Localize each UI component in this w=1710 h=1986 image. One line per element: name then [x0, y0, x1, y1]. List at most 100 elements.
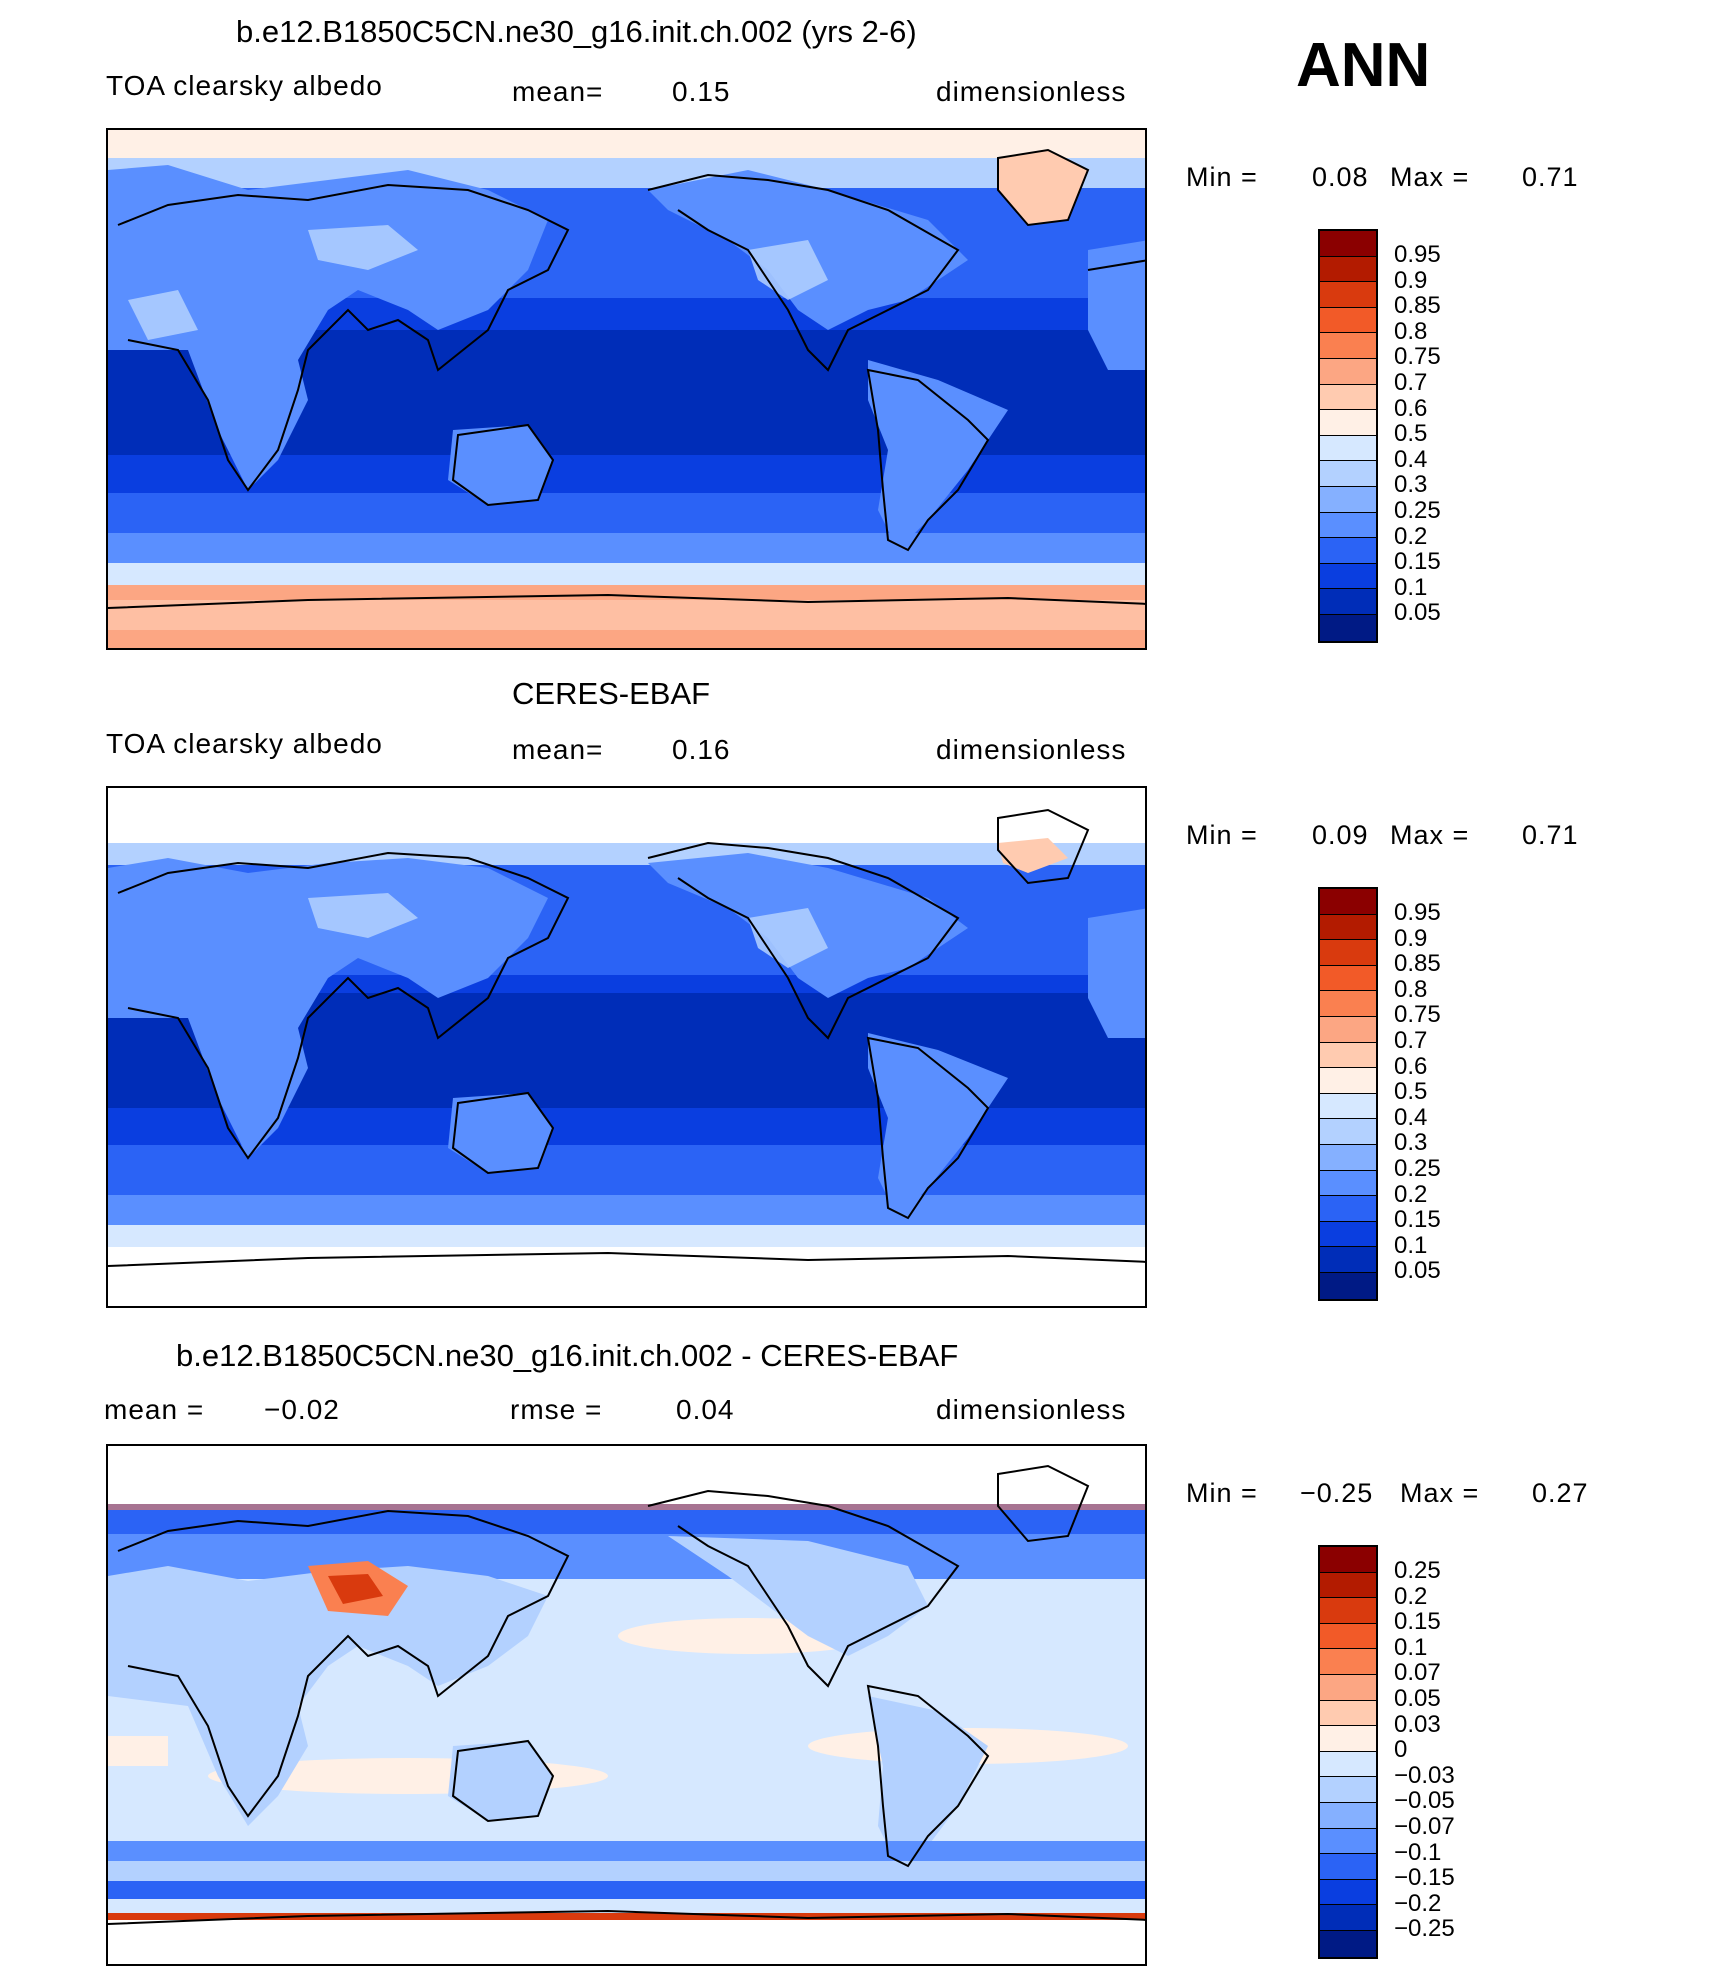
- panel3-mean-label: mean =: [104, 1394, 205, 1425]
- colorbar-swatch: [1320, 563, 1376, 590]
- colorbar-swatch: [1320, 1572, 1376, 1599]
- panel2-map: [106, 786, 1147, 1308]
- colorbar-swatch: [1320, 1828, 1376, 1855]
- colorbar-tick-label: 0.95: [1394, 241, 1441, 268]
- colorbar-swatch: [1320, 333, 1376, 359]
- panel2-mean-value: 0.16: [672, 734, 731, 765]
- panel2-map-svg: [108, 788, 1145, 1306]
- colorbar-swatch: [1320, 1751, 1376, 1778]
- colorbar-swatch: [1320, 1016, 1376, 1043]
- panel3-units: dimensionless: [936, 1394, 1127, 1425]
- colorbar-swatch: [1320, 486, 1376, 513]
- colorbar-swatch: [1320, 1623, 1376, 1650]
- panel2-max-value: 0.71: [1522, 820, 1579, 850]
- panel3-max-label: Max =: [1400, 1478, 1480, 1508]
- colorbar-tick-label: 0.8: [1394, 317, 1428, 345]
- colorbar-tick-label: −0.07: [1394, 1812, 1455, 1840]
- colorbar-tick-label: 0.1: [1394, 573, 1428, 601]
- panel1-min-value: 0.08: [1312, 162, 1369, 192]
- panel3-min-label: Min =: [1186, 1478, 1258, 1508]
- colorbar-swatch: [1320, 965, 1376, 992]
- colorbar-tick-label: 0.25: [1394, 1154, 1441, 1182]
- panel3-colorbar: [1318, 1545, 1378, 1959]
- panel1-colorbar-labels: 0.95 0.9 0.85 0.8 0.75 0.7 0.6 0.5 0.4 0.3 0.25 0.2…: [1394, 242, 1441, 626]
- colorbar-tick-label: 0.05: [1394, 1257, 1441, 1285]
- colorbar-tick-label: 0.25: [1394, 496, 1441, 524]
- panel1-units: dimensionless: [936, 76, 1127, 107]
- colorbar-swatch: [1320, 1042, 1376, 1069]
- panel3-rmse-value: 0.04: [676, 1394, 735, 1425]
- colorbar-tick-label: 0.9: [1394, 266, 1428, 294]
- colorbar-swatch: [1320, 1221, 1376, 1248]
- colorbar-swatch: [1320, 1272, 1376, 1299]
- colorbar-tick-label: 0.15: [1394, 548, 1441, 576]
- panel2-variable-label: TOA clearsky albedo: [106, 728, 383, 759]
- panel1-mean-label: mean=: [512, 76, 604, 107]
- colorbar-swatch: [1320, 1093, 1376, 1120]
- panel1-mean-value: 0.15: [672, 76, 731, 107]
- colorbar-swatch: [1320, 914, 1376, 941]
- colorbar-swatch: [1320, 231, 1376, 257]
- panel3-max-value: 0.27: [1532, 1478, 1589, 1508]
- panel3-map-svg: [108, 1446, 1145, 1964]
- colorbar-tick-label: 0.15: [1394, 1608, 1441, 1636]
- panel2-units: dimensionless: [936, 734, 1127, 765]
- colorbar-swatch: [1320, 940, 1376, 966]
- colorbar-tick-label: 0.2: [1394, 1582, 1428, 1610]
- colorbar-tick-label: 0.75: [1394, 343, 1441, 371]
- colorbar-tick-label: −0.2: [1394, 1889, 1442, 1917]
- colorbar-tick-label: 0: [1394, 1736, 1408, 1764]
- panel3-min-value: −0.25: [1300, 1478, 1374, 1508]
- colorbar-tick-label: 0.2: [1394, 1180, 1428, 1208]
- colorbar-tick-label: 0.7: [1394, 368, 1428, 396]
- colorbar-tick-label: 0.95: [1394, 899, 1441, 926]
- season-label: ANN: [1296, 31, 1431, 100]
- colorbar-tick-label: 0.6: [1394, 1052, 1428, 1080]
- colorbar-tick-label: 0.1: [1394, 1633, 1428, 1661]
- colorbar-swatch: [1320, 512, 1376, 539]
- colorbar-swatch: [1320, 1726, 1376, 1752]
- colorbar-tick-label: 0.75: [1394, 1001, 1441, 1029]
- colorbar-tick-label: 0.1: [1394, 1231, 1428, 1259]
- panel1-variable-label: TOA clearsky albedo: [106, 70, 383, 101]
- colorbar-tick-label: 0.25: [1394, 1557, 1441, 1584]
- panel1-map: [106, 128, 1147, 650]
- colorbar-tick-label: 0.07: [1394, 1659, 1441, 1687]
- colorbar-tick-label: 0.5: [1394, 1078, 1428, 1106]
- colorbar-tick-label: −0.25: [1394, 1915, 1455, 1943]
- panel2-min-value: 0.09: [1312, 820, 1369, 850]
- panel3-mean-value: −0.02: [264, 1394, 340, 1425]
- colorbar-swatch: [1320, 1170, 1376, 1197]
- colorbar-swatch: [1320, 1196, 1376, 1222]
- colorbar-tick-label: 0.8: [1394, 975, 1428, 1003]
- colorbar-tick-label: 0.4: [1394, 445, 1428, 473]
- panel2-colorbar: [1318, 887, 1378, 1301]
- colorbar-tick-label: 0.2: [1394, 522, 1428, 550]
- colorbar-swatch: [1320, 1879, 1376, 1906]
- colorbar-swatch: [1320, 1854, 1376, 1880]
- colorbar-tick-label: 0.7: [1394, 1026, 1428, 1054]
- colorbar-swatch: [1320, 614, 1376, 641]
- colorbar-tick-label: 0.05: [1394, 599, 1441, 627]
- panel2-max-label: Max =: [1390, 820, 1470, 850]
- colorbar-tick-label: 0.85: [1394, 292, 1441, 320]
- colorbar-swatch: [1320, 256, 1376, 283]
- panel2-colorbar-labels: 0.95 0.9 0.85 0.8 0.75 0.7 0.6 0.5 0.4 0.3 0.25 0.2…: [1394, 900, 1441, 1284]
- panel1-max-label: Max =: [1390, 162, 1470, 192]
- colorbar-tick-label: 0.3: [1394, 1129, 1428, 1157]
- colorbar-swatch: [1320, 589, 1376, 615]
- colorbar-swatch: [1320, 384, 1376, 411]
- colorbar-swatch: [1320, 1119, 1376, 1145]
- panel2-min-label: Min =: [1186, 820, 1258, 850]
- panel1-max-value: 0.71: [1522, 162, 1579, 192]
- colorbar-swatch: [1320, 1247, 1376, 1273]
- panel3-map: [106, 1444, 1147, 1966]
- colorbar-swatch: [1320, 538, 1376, 564]
- panel3-rmse-label: rmse =: [510, 1394, 603, 1425]
- colorbar-swatch: [1320, 1802, 1376, 1829]
- colorbar-swatch: [1320, 282, 1376, 308]
- colorbar-swatch: [1320, 358, 1376, 385]
- colorbar-tick-label: −0.15: [1394, 1864, 1455, 1892]
- colorbar-tick-label: 0.3: [1394, 471, 1428, 499]
- colorbar-swatch: [1320, 889, 1376, 915]
